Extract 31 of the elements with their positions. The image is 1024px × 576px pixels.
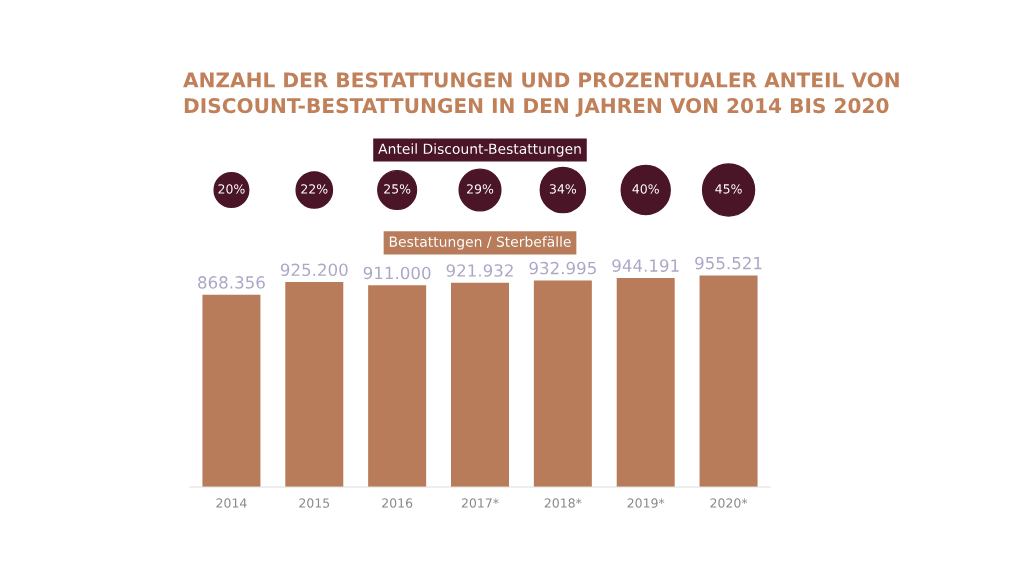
bar xyxy=(368,285,427,487)
x-tick-label: 2014 xyxy=(216,498,247,508)
data-label: 22% xyxy=(301,184,328,194)
x-tick-label: 2016 xyxy=(382,498,413,508)
data-label: 925.200 xyxy=(280,263,348,277)
data-label: 944.191 xyxy=(612,259,679,272)
data-label: 45% xyxy=(715,184,742,194)
x-tick-label: 2018* xyxy=(544,498,582,508)
data-label: 955.521 xyxy=(695,256,762,270)
bar xyxy=(616,277,675,487)
x-tick-label: 2020* xyxy=(710,498,748,508)
data-label: 932.995 xyxy=(529,261,596,275)
data-label: 40% xyxy=(632,184,659,194)
x-tick-label: 2019* xyxy=(627,498,665,508)
data-label: 868.356 xyxy=(198,276,265,289)
data-label: 921.932 xyxy=(446,264,513,277)
bar xyxy=(533,280,592,487)
data-label: 34% xyxy=(549,184,577,194)
bar xyxy=(451,282,509,487)
bar xyxy=(202,294,261,487)
text: ANZAHL DER BESTATTUNGEN UND PROZENTUALER ANTEIL VON DISCOUNT-BESTATTUNGEN IN DEN JAHREN VON 2014 BIS 2020 xyxy=(183,72,899,117)
data-label: 25% xyxy=(384,184,411,194)
data-label: 29% xyxy=(467,184,494,194)
x-tick-label: 2015 xyxy=(299,498,330,508)
chart-title: Bestattungen / Sterbefälle xyxy=(389,236,571,250)
bar xyxy=(285,282,344,487)
data-label: 20% xyxy=(218,184,245,194)
data-label: 911.000 xyxy=(363,266,431,280)
bar xyxy=(699,275,758,487)
text: Anteil Discount-Bestattungen xyxy=(378,143,581,157)
x-tick-label: 2017* xyxy=(461,498,499,508)
